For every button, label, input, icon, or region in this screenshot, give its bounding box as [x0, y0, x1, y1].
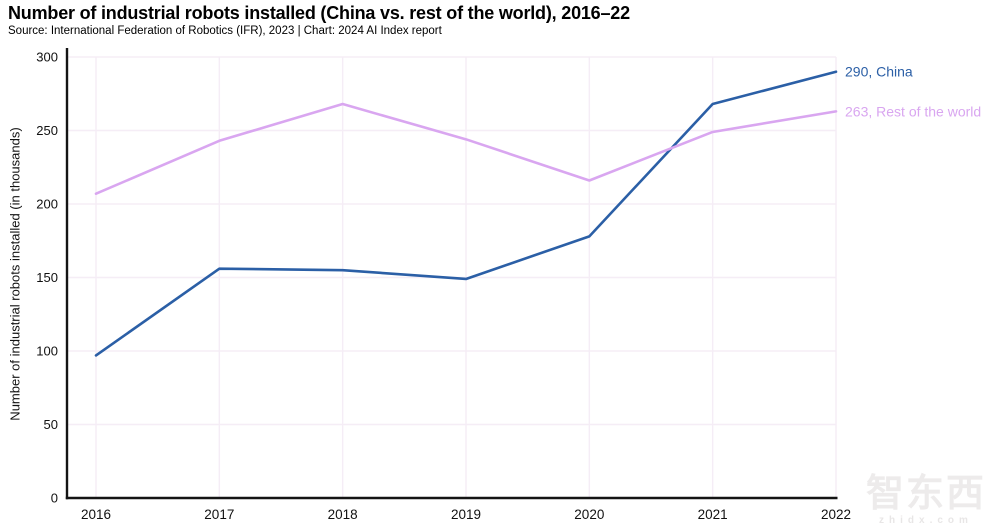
series-line-rest-of-the-world: [94, 102, 838, 196]
x-tick-label-2020: 2020: [574, 507, 604, 522]
x-tick-label-2017: 2017: [204, 507, 234, 522]
chart-source-caption: Source: International Federation of Robo…: [8, 25, 442, 37]
y-tick-label-50: 50: [44, 417, 58, 432]
y-tick-label-150: 150: [36, 270, 58, 285]
y-tick-label-250: 250: [36, 123, 58, 138]
series-end-label-china: 290, China: [845, 64, 913, 80]
y-tick-label-100: 100: [36, 344, 58, 359]
series-line-china: [94, 70, 838, 357]
y-tick-label-300: 300: [36, 50, 58, 65]
x-tick-label-2019: 2019: [451, 507, 481, 522]
x-tick-label-2016: 2016: [81, 507, 111, 522]
chart-title: Number of industrial robots installed (C…: [8, 3, 630, 23]
x-tick-label-2021: 2021: [698, 507, 728, 522]
y-tick-label-0: 0: [51, 491, 58, 506]
x-tick-label-2022: 2022: [821, 507, 851, 522]
x-tick-label-2018: 2018: [328, 507, 358, 522]
y-tick-label-200: 200: [36, 197, 58, 212]
series-end-label-rest-of-the-world: 263, Rest of the world: [845, 103, 981, 119]
